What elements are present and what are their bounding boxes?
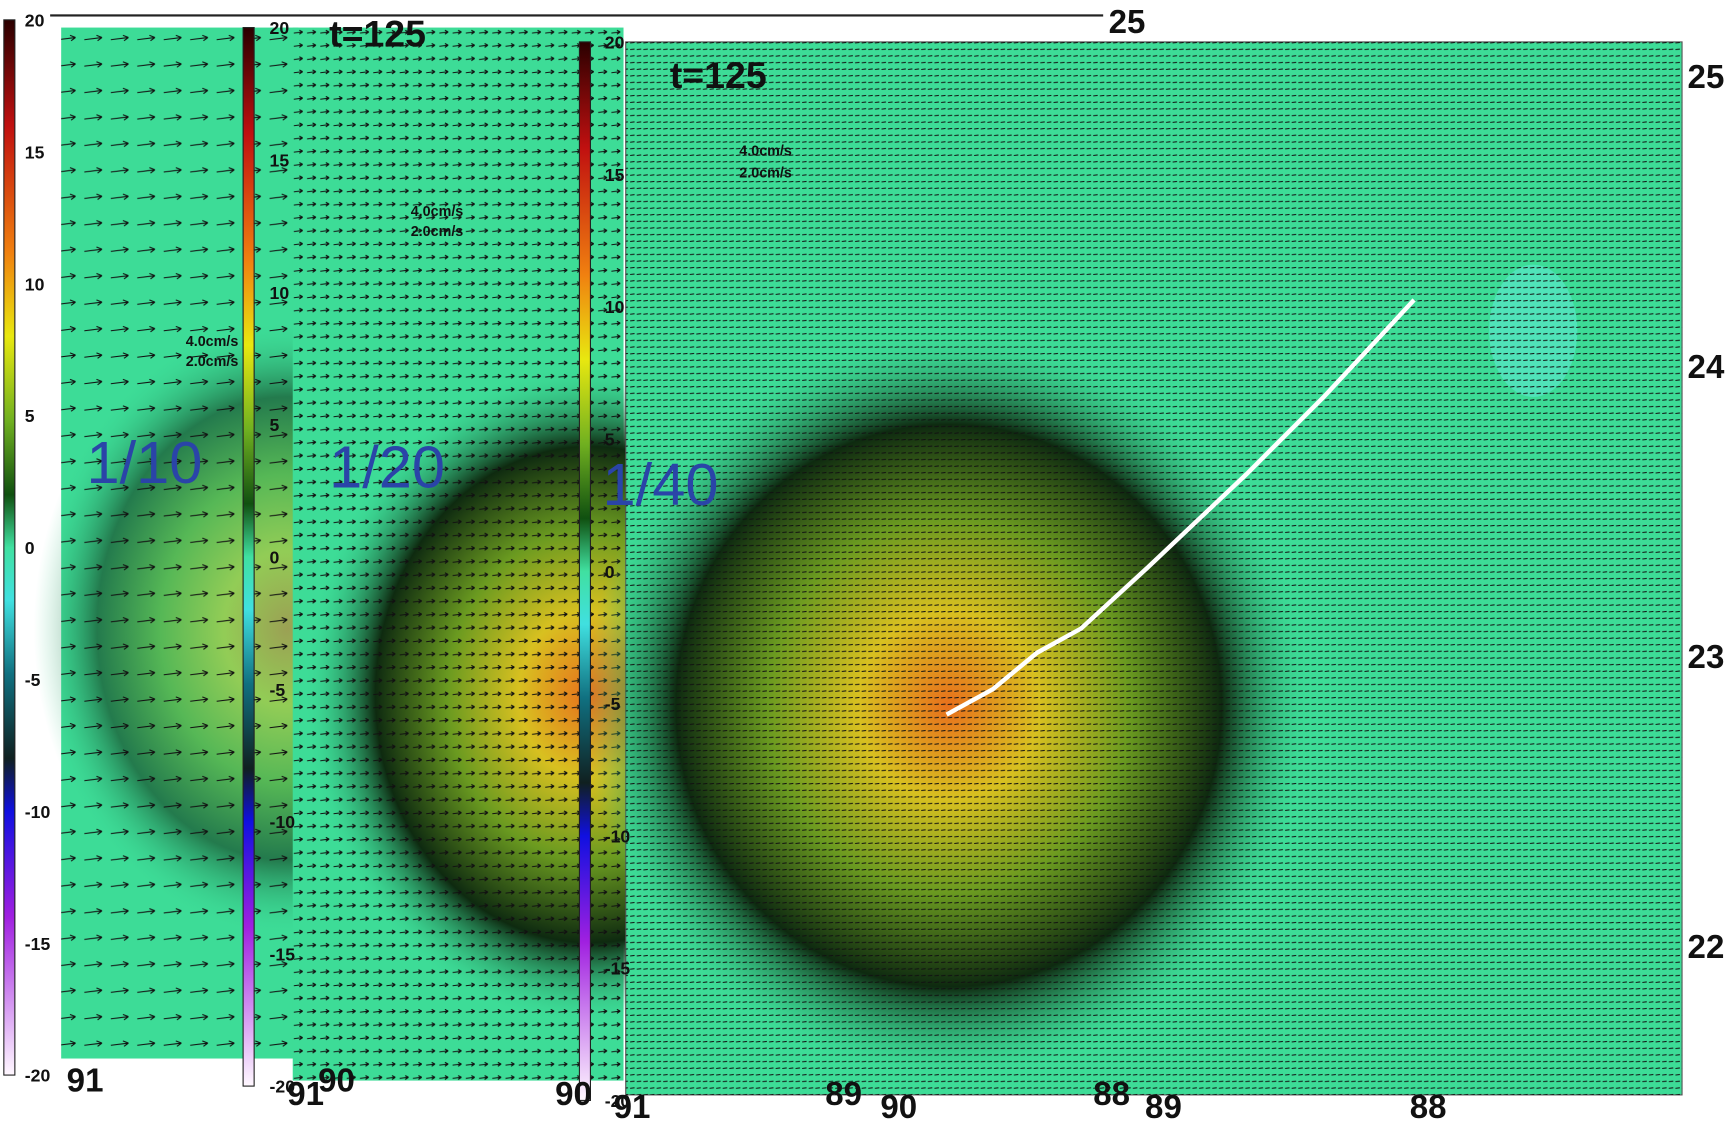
legend-entry: 4.0cm/s [739,143,792,159]
colorbar-tick-label: -20 [25,1066,51,1086]
panel-title: t=125 [329,12,426,54]
legend-entry: 4.0cm/s [411,204,464,220]
legend-entry: 2.0cm/s [739,166,792,182]
colorbar-tick-label: 10 [270,283,290,303]
colorbar-tick-label: -15 [270,944,296,964]
colorbar-tick-label: -10 [270,812,296,832]
colorbar-tick-label: 5 [25,406,35,426]
y-tick-label: 24 [1688,349,1725,386]
colorbar-tick-label: 15 [605,165,625,185]
velocity-vectors [626,42,1682,1095]
colorbar-tick-label: 20 [25,10,45,30]
colorbar-tick-label: -15 [605,959,631,979]
x-tick-label: 88 [1093,1076,1130,1113]
x-tick-label: 89 [1145,1089,1182,1126]
colorbar-tick-label: -15 [25,934,51,954]
legend-entry: 2.0cm/s [411,224,464,240]
colorbar-tick-label: 10 [605,297,625,317]
x-tick-label: 88 [1410,1089,1447,1126]
figure: 1/10 4.0cm/s 2.0cm/s 25 t=125 1/20 4.0cm… [0,0,1730,1128]
colorbar [579,42,590,1101]
colorbar-tick-label: 15 [270,150,290,170]
x-tick-label: 91 [67,1063,104,1100]
colorbar [4,20,15,1075]
y-tick-label: 23 [1688,639,1725,676]
colorbar [243,28,254,1087]
colorbar-tick-label: 5 [270,415,280,435]
colorbar-tick-label: 0 [270,547,280,567]
panel-label: 1/20 [329,433,445,500]
panel-label: 1/10 [87,429,203,496]
panel-title: t=125 [670,54,767,96]
legend-entry: 2.0cm/s [186,354,239,370]
colorbar-tick-label: 10 [25,274,45,294]
x-tick-label: 90 [880,1089,917,1126]
frame [50,14,1103,16]
y-tick-label: 25 [1688,59,1725,96]
colorbar-tick-label: 20 [605,33,625,53]
x-tick-label: 89 [825,1076,862,1113]
panel-label: 1/40 [603,451,719,518]
colorbar-tick-label: -5 [270,680,286,700]
y-tick-label: 22 [1688,929,1725,966]
colorbar-tick-label: -5 [605,694,621,714]
colorbar-tick-label: 0 [25,538,35,558]
colorbar-tick-label: 0 [605,562,615,582]
x-tick-label: 90 [555,1076,592,1113]
legend-entry: 4.0cm/s [186,334,239,350]
colorbar-tick-label: -10 [605,826,631,846]
velocity-vectors [293,28,624,1081]
colorbar-tick-label: 20 [270,18,290,38]
colorbar-tick-label: 5 [605,429,615,449]
x-tick-label: 91 [614,1089,651,1126]
colorbar-tick-label: 15 [25,142,45,162]
velocity-vectors [61,28,298,1059]
y-tick-label: 25 [1109,4,1146,41]
colorbar-tick-label: -10 [25,802,51,822]
colorbar-tick-label: -5 [25,670,41,690]
x-tick-label: 91 [287,1076,324,1113]
